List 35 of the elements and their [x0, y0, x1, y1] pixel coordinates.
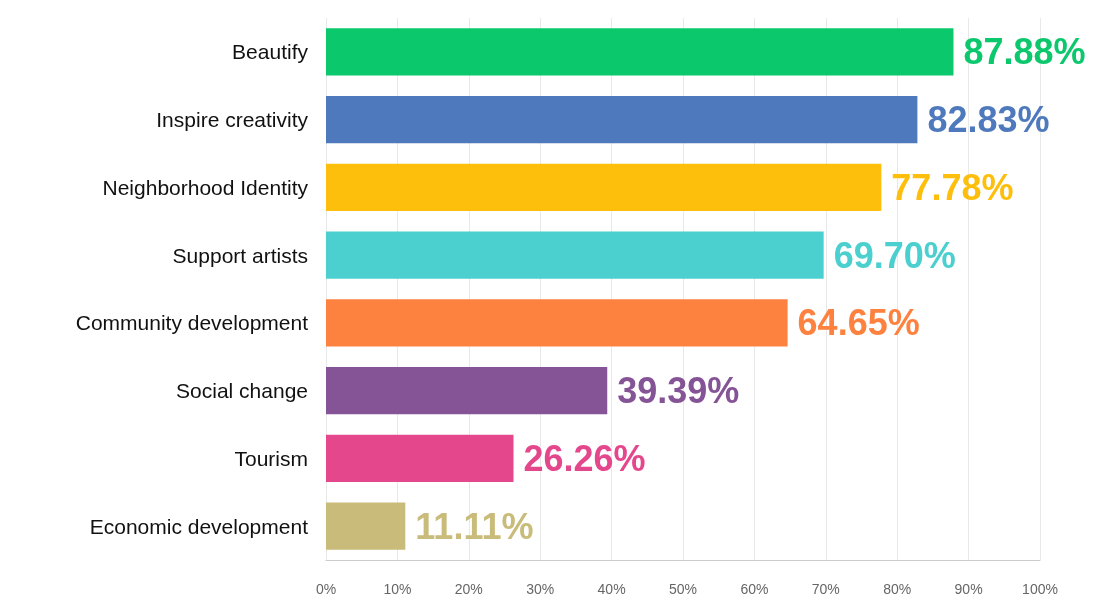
data-label: 11.11%	[415, 505, 534, 547]
bar	[326, 231, 824, 279]
x-tick-label: 0%	[315, 581, 337, 597]
x-tick-label: 10%	[383, 581, 412, 597]
x-tick-label: 70%	[811, 581, 840, 597]
bar	[326, 28, 954, 76]
data-label: 82.83%	[927, 99, 1050, 141]
data-label: 26.26%	[523, 437, 646, 479]
x-tick-label: 60%	[740, 581, 769, 597]
y-tick-label: Neighborhood Identity	[102, 175, 309, 199]
bar	[326, 502, 406, 550]
data-label: 69.70%	[833, 234, 956, 276]
bar	[326, 95, 918, 144]
y-tick-label: Support artists	[172, 243, 308, 267]
y-tick-label: Inspire creativity	[156, 108, 309, 132]
bar	[326, 163, 882, 212]
x-tick-label: 30%	[526, 581, 555, 597]
y-tick-label: Community development	[75, 311, 309, 335]
data-label: 64.65%	[797, 302, 920, 344]
bar	[326, 366, 608, 415]
y-tick-label: Social change	[176, 379, 308, 403]
data-label: 39.39%	[617, 370, 740, 412]
x-tick-label: 100%	[1022, 581, 1058, 597]
x-tick-label: 40%	[597, 581, 626, 597]
y-tick-label: Beautify	[232, 40, 309, 64]
bar	[326, 299, 788, 347]
x-tick-label: 90%	[954, 581, 983, 597]
y-tick-label: Tourism	[234, 446, 308, 470]
data-label: 77.78%	[891, 166, 1014, 208]
x-tick-label: 50%	[668, 581, 698, 597]
data-label: 87.88%	[963, 31, 1086, 73]
y-tick-label: Economic development	[89, 514, 309, 538]
x-tick-label: 20%	[454, 581, 483, 597]
x-tick-label: 80%	[883, 581, 912, 597]
bar	[326, 434, 514, 483]
